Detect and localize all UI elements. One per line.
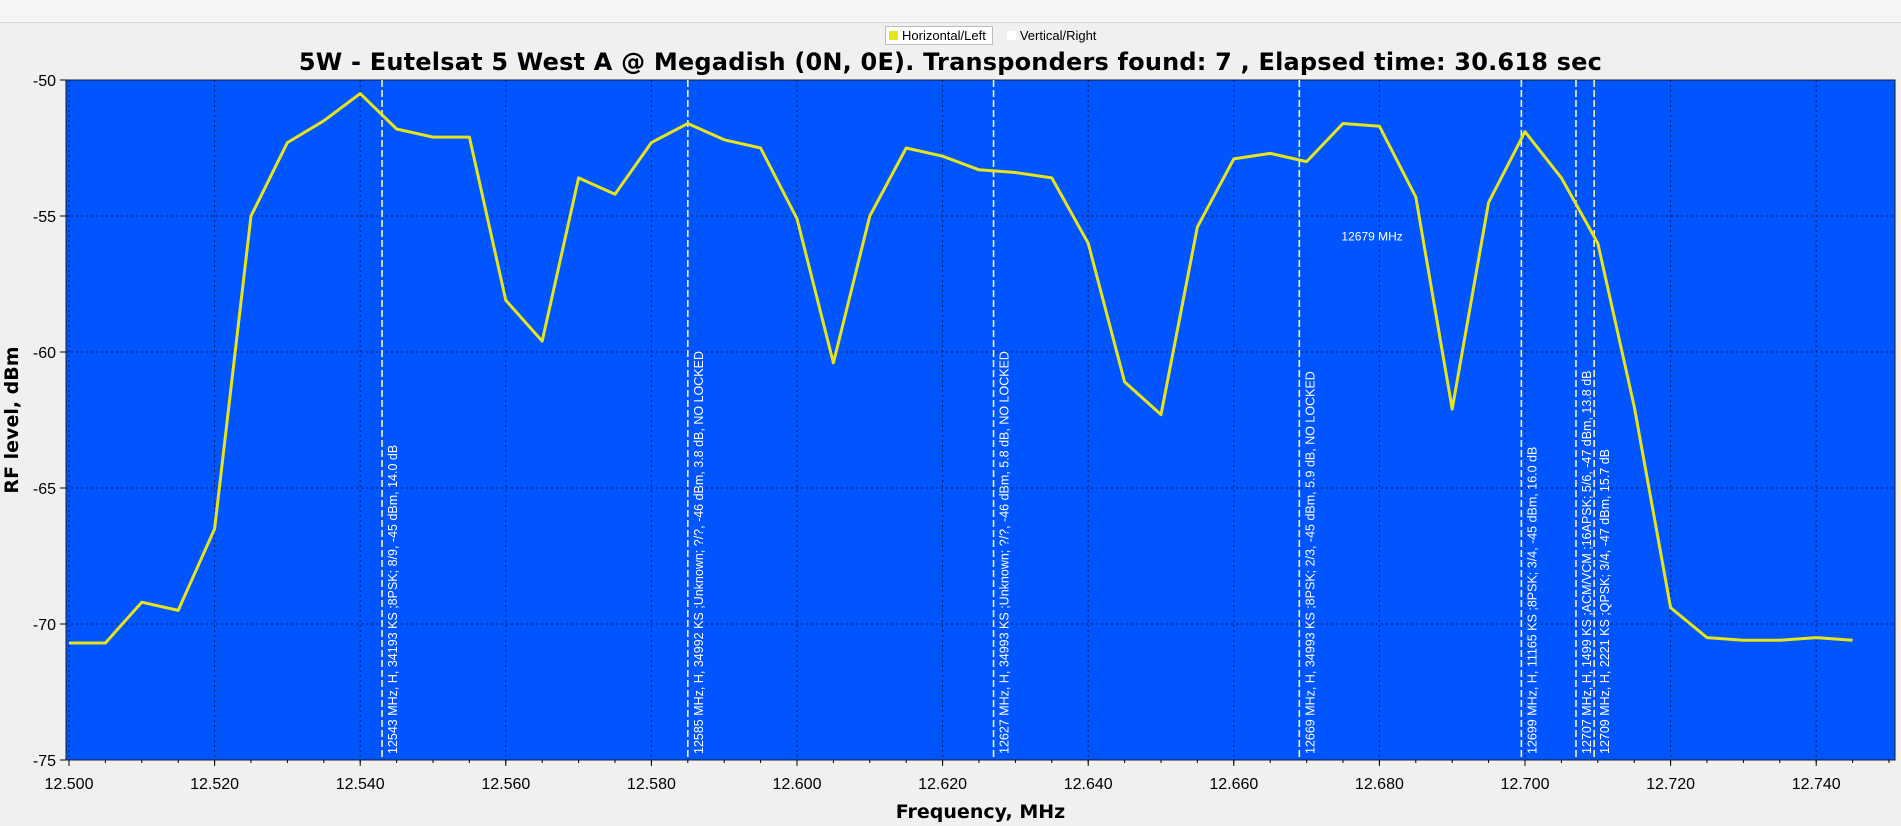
x-tick-label: 12.520 — [190, 776, 239, 793]
x-tick-label: 12.500 — [45, 776, 94, 793]
transponder-label: 12669 MHz, H, 34993 KS ;8PSK; 2/3, -45 d… — [1303, 371, 1317, 754]
transponder-label: 12699 MHz, H, 11165 KS ;8PSK; 3/4, -45 d… — [1525, 447, 1539, 754]
transponder-label: 12709 MHz, H, 2221 KS ;QPSK; 3/4, -47 dB… — [1598, 449, 1612, 754]
grid-lines — [66, 79, 1895, 761]
toolbar-strip — [0, 0, 1901, 23]
y-axis-label: RF level, dBm — [1, 346, 23, 493]
x-tick-label: 12.580 — [627, 776, 676, 793]
legend-swatch-horizontal — [889, 30, 898, 40]
legend-item-vertical[interactable]: Vertical/Right — [1006, 27, 1097, 43]
x-tick-label: 12.600 — [773, 776, 822, 793]
x-tick-label: 12.660 — [1209, 776, 1258, 793]
x-tick-label: 12.700 — [1501, 776, 1550, 793]
transponder-label: 12707 MHz, H, 1499 KS ;ACM/VCM ;16APSK; … — [1580, 370, 1594, 754]
x-tick-label: 12.560 — [481, 776, 530, 793]
axes: 12.500 12.520 12.540 12.560 12.580 12.600 12.6… — [33, 73, 1890, 793]
y-tick-label: -75 — [33, 753, 56, 770]
x-tick-label: 12.740 — [1792, 776, 1841, 793]
x-tick-label: 12.680 — [1355, 776, 1404, 793]
y-tick-label: -55 — [33, 209, 56, 226]
annotation-label: 12679 MHz — [1341, 229, 1402, 243]
legend-swatch-vertical — [1006, 30, 1016, 40]
transponder-label: 12627 MHz, H, 34993 KS ;Unknown; ?/?, -4… — [998, 351, 1012, 754]
x-tick-label: 12.640 — [1064, 776, 1113, 793]
chart-legend: Horizontal/Left Vertical/Right — [877, 24, 1104, 46]
y-tick-label: -50 — [33, 73, 56, 90]
transponder-markers: 12543 MHz, H, 34193 KS ;8PSK; 8/9, -45 d… — [381, 80, 1612, 760]
annotations: 12679 MHz — [1341, 229, 1402, 243]
x-tick-label: 12.540 — [336, 776, 385, 793]
series-line-horizontal — [69, 92, 1853, 645]
y-tick-label: -70 — [33, 617, 56, 634]
y-tick-label: -60 — [33, 345, 56, 362]
legend-label-vertical: Vertical/Right — [1019, 27, 1097, 43]
legend-label-horizontal: Horizontal/Left — [902, 27, 986, 43]
transponder-label: 12543 MHz, H, 34193 KS ;8PSK; 8/9, -45 d… — [386, 445, 400, 754]
y-tick-label: -65 — [33, 481, 56, 498]
legend-item-horizontal[interactable]: Horizontal/Left — [885, 25, 993, 45]
x-tick-label: 12.620 — [918, 776, 967, 793]
transponder-label: 12585 MHz, H, 34992 KS ;Unknown; ?/?, -4… — [692, 351, 706, 754]
chart-title: 5W - Eutelsat 5 West A @ Megadish (0N, 0… — [298, 48, 1603, 76]
x-axis-label: Frequency, MHz — [896, 801, 1065, 823]
x-tick-label: 12.720 — [1646, 776, 1695, 793]
plot-area — [65, 79, 1896, 761]
